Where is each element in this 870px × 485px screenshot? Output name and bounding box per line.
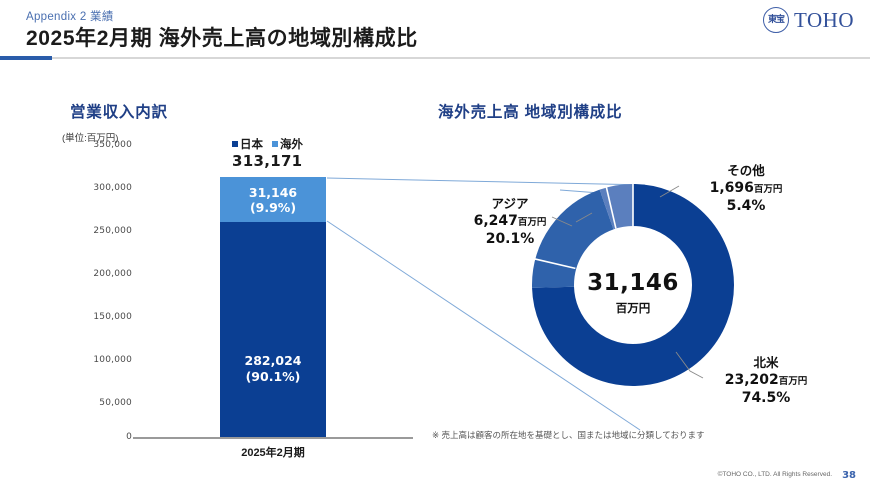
donut-center-value: 31,146 bbox=[587, 270, 679, 296]
legend-item-japan: 日本 bbox=[232, 136, 263, 152]
bar-segment-japan: 282,024 (90.1%) bbox=[220, 222, 326, 437]
donut-label-other-amount-unit: 百万円 bbox=[753, 184, 783, 195]
bar-segment-overseas: 31,146 (9.9%) bbox=[220, 177, 326, 222]
donut-chart-svg bbox=[532, 184, 734, 386]
x-axis-category-label: 2025年2月期 bbox=[241, 447, 305, 459]
legend-swatch-japan bbox=[232, 141, 238, 147]
bar-segment-overseas-value: 31,146 bbox=[248, 184, 298, 200]
footnote-text: ※ 売上高は顧客の所在地を基礎とし、国または地域に分類しております bbox=[432, 430, 705, 440]
legend-item-overseas: 海外 bbox=[272, 136, 303, 152]
donut-label-other: その他 1,696百万円 5.4% bbox=[682, 163, 810, 215]
donut-label-other-pct: 5.4% bbox=[726, 198, 766, 214]
y-tick-200000: 200,000 bbox=[93, 269, 132, 279]
donut-label-other-amount-value: 1,696 bbox=[709, 180, 754, 196]
donut-label-other-amount: 1,696百万円 bbox=[682, 180, 810, 198]
donut-label-asia-amount: 6,247百万円 bbox=[448, 213, 572, 231]
donut-slice-asia bbox=[532, 184, 734, 386]
y-tick-350000: 350,000 bbox=[93, 140, 132, 150]
donut-label-asia-amount-value: 6,247 bbox=[473, 213, 518, 229]
bar-chart-legend: 日本 海外 bbox=[232, 136, 303, 152]
toho-logo: 東宝 TOHO bbox=[763, 7, 854, 33]
donut-label-north-america-amount: 23,202百万円 bbox=[706, 372, 826, 390]
donut-label-asia: アジア 6,247百万円 20.1% bbox=[448, 196, 572, 248]
donut-label-asia-pct: 20.1% bbox=[485, 231, 535, 247]
left-chart-title: 営業収入内訳 bbox=[70, 104, 168, 121]
y-tick-0: 0 bbox=[126, 432, 132, 442]
page-title: 2025年2月期 海外売上高の地域別構成比 bbox=[26, 27, 418, 50]
x-axis-line bbox=[133, 437, 413, 439]
donut-label-asia-name: アジア bbox=[491, 197, 529, 211]
legend-label-overseas: 海外 bbox=[280, 139, 303, 151]
eyebrow-label: Appendix 2 業績 bbox=[26, 11, 114, 23]
donut-label-north-america: 北米 23,202百万円 74.5% bbox=[706, 355, 826, 407]
donut-chart bbox=[528, 180, 738, 390]
donut-label-other-name: その他 bbox=[727, 164, 765, 178]
bar-segment-japan-value: 282,024 bbox=[244, 352, 302, 368]
bar-segment-japan-pct: (90.1%) bbox=[245, 368, 301, 384]
toho-logo-glyph: 東宝 bbox=[768, 15, 785, 25]
donut-label-north-america-pct: 74.5% bbox=[741, 390, 791, 406]
donut-label-north-america-amount-value: 23,202 bbox=[724, 372, 779, 388]
y-tick-250000: 250,000 bbox=[93, 226, 132, 236]
right-chart-title: 海外売上高 地域別構成比 bbox=[438, 104, 623, 121]
copyright-text: ©TOHO CO., LTD. All Rights Reserved. bbox=[717, 471, 832, 478]
y-tick-100000: 100,000 bbox=[93, 355, 132, 365]
y-tick-150000: 150,000 bbox=[93, 312, 132, 322]
y-axis-unit-label: (単位:百万円) bbox=[62, 133, 119, 144]
bar-segment-overseas-pct: (9.9%) bbox=[249, 199, 297, 215]
header-divider-accent bbox=[0, 56, 52, 60]
header-divider bbox=[0, 57, 870, 59]
y-tick-300000: 300,000 bbox=[93, 183, 132, 193]
bar-segment-japan-labels: 282,024 (90.1%) bbox=[245, 353, 302, 385]
donut-center-unit: 百万円 bbox=[615, 303, 651, 315]
donut-label-north-america-amount-unit: 百万円 bbox=[778, 376, 808, 387]
donut-label-north-america-name: 北米 bbox=[753, 356, 779, 370]
legend-swatch-overseas bbox=[272, 141, 278, 147]
donut-label-asia-amount-unit: 百万円 bbox=[517, 217, 547, 228]
bar-total-label: 313,171 bbox=[232, 152, 303, 170]
y-axis-tick-labels: 350,000 300,000 250,000 200,000 150,000 … bbox=[60, 140, 132, 442]
legend-label-japan: 日本 bbox=[240, 139, 263, 151]
y-tick-50000: 50,000 bbox=[99, 398, 132, 408]
page-number: 38 bbox=[842, 470, 856, 481]
toho-logo-mark-icon: 東宝 bbox=[763, 7, 790, 33]
toho-logo-text: TOHO bbox=[794, 7, 854, 32]
